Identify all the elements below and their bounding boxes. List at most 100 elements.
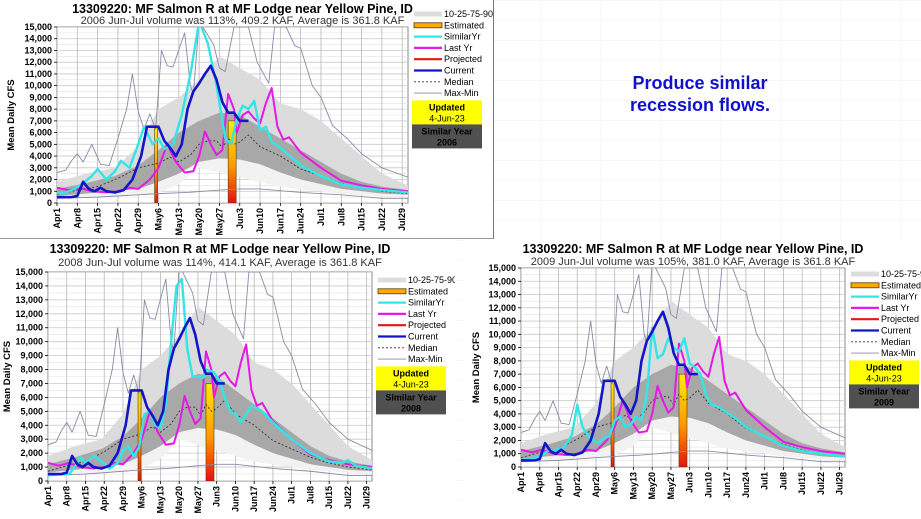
y-tick-label: 9,000: [29, 92, 52, 102]
similar-year-label: Similar Year: [385, 392, 437, 402]
series-current: [57, 64, 249, 199]
x-tick-label: Jul22: [343, 486, 353, 509]
similar-year-label: Similar Year: [421, 126, 473, 136]
x-tick-label: Apr1: [43, 486, 53, 507]
x-tick-label: Apr8: [535, 472, 545, 493]
similar-year-box: [412, 124, 482, 149]
updated-label: Updated: [429, 102, 465, 112]
updated-date: 4-Jun-23: [393, 379, 429, 389]
series-max: [521, 268, 845, 439]
x-tick-label: May20: [174, 486, 184, 514]
y-tick-label: 14,000: [488, 276, 516, 286]
x-tick-label: Jun3: [235, 208, 245, 229]
x-tick-label: Apr22: [572, 472, 582, 498]
x-tick-label: Jun3: [212, 486, 222, 507]
chart-subtitle: 2008 Jun-Jul volume was 114%, 414.1 KAF,…: [58, 257, 382, 269]
legend-label: 10-25-75-90: [408, 275, 455, 285]
y-tick-label: 3,000: [29, 163, 52, 173]
updated-date: 4-Jun-23: [866, 373, 902, 383]
x-tick-label: Apr22: [99, 486, 109, 512]
chart-2009: 13309220: MF Salmon R at MF Lodge near Y…: [471, 242, 921, 500]
y-tick-label: 11,000: [25, 69, 52, 79]
x-tick-label: Jul8: [778, 472, 788, 490]
y-tick-label: 15,000: [488, 263, 516, 273]
y-tick-label: 4,000: [29, 151, 52, 161]
legend-label: Projected: [444, 54, 482, 64]
y-tick-label: 7,000: [493, 369, 516, 379]
y-tick-label: 10,000: [488, 329, 516, 339]
updated-box: [376, 366, 446, 391]
legend-estimated-swatch: [377, 288, 407, 295]
similar-year-box: [376, 390, 446, 415]
y-tick-label: 8,000: [20, 365, 43, 375]
legend-label: Estimated: [444, 20, 484, 30]
y-tick-label: 9,000: [493, 343, 516, 353]
x-tick-label: May27: [193, 486, 203, 514]
legend-label: SimilarYr: [408, 298, 445, 308]
legend-estimated-swatch: [850, 282, 880, 289]
y-tick-label: 5,000: [20, 406, 43, 416]
similar-year-value: 2008: [401, 403, 421, 413]
band-10-25: [521, 416, 845, 462]
legend-label: Last Yr: [881, 303, 909, 313]
plot-content: [57, 27, 408, 203]
similar-year-value: 2006: [437, 137, 457, 147]
x-tick-label: Apr29: [591, 472, 601, 498]
x-tick-label: May6: [154, 208, 164, 231]
x-tick-label: Jun17: [722, 472, 732, 498]
legend-label: Median: [408, 343, 438, 353]
x-tick-label: Jul29: [362, 486, 372, 509]
plot-content: [521, 268, 845, 467]
estimated-bar: [227, 120, 237, 203]
x-tick-label: Apr8: [62, 486, 72, 507]
x-tick-label: Jul29: [397, 208, 407, 231]
x-tick-label: Jun10: [703, 472, 713, 498]
updated-box: [849, 360, 919, 385]
band-10-25: [57, 158, 408, 199]
legend-label: Projected: [408, 320, 446, 330]
y-tick-label: 15,000: [15, 267, 43, 277]
legend-label: SimilarYr: [881, 292, 918, 302]
legend-label: Last Yr: [444, 43, 472, 53]
plot-content: [48, 272, 372, 481]
y-tick-label: 3,000: [493, 422, 516, 432]
x-tick-label: Jul15: [357, 208, 367, 231]
y-tick-label: 1,000: [20, 462, 43, 472]
series-similaryr: [57, 27, 408, 195]
x-tick-label: Jun17: [249, 486, 259, 512]
y-tick-label: 15,000: [24, 22, 52, 32]
y-tick-label: 13,000: [15, 295, 43, 305]
chart-subtitle: 2009 Jun-Jul volume was 105%, 381.0 KAF,…: [531, 256, 856, 268]
legend-label: Current: [881, 326, 912, 336]
x-tick-label: Jun10: [230, 486, 240, 512]
series-min: [521, 450, 845, 463]
x-tick-label: May20: [194, 208, 204, 236]
series-last-yr: [57, 87, 408, 194]
y-tick-label: 6,000: [20, 392, 43, 402]
legend-label: Estimated: [408, 286, 448, 296]
updated-label: Updated: [866, 362, 902, 372]
y-tick-label: 2,000: [493, 435, 516, 445]
y-tick-label: 5,000: [29, 139, 52, 149]
series-max: [57, 27, 408, 178]
legend-label: Last Yr: [408, 309, 436, 319]
x-tick-label: Apr15: [93, 208, 103, 234]
y-tick-label: 1,000: [493, 449, 516, 459]
x-tick-label: Jul8: [336, 208, 346, 226]
estimated-bar: [205, 383, 215, 481]
y-tick-label: 5,000: [493, 396, 516, 406]
x-tick-label: Jul22: [377, 208, 387, 231]
x-tick-label: Jul22: [816, 472, 826, 495]
y-tick-label: 11,000: [489, 316, 516, 326]
y-tick-label: 7,000: [20, 378, 43, 388]
updated-date: 4-Jun-23: [429, 113, 465, 123]
x-tick-label: Apr29: [118, 486, 128, 512]
x-tick-label: Jul1: [316, 208, 326, 226]
x-tick-label: May6: [610, 472, 620, 495]
x-tick-label: May13: [155, 486, 165, 514]
series-min: [57, 188, 408, 199]
y-tick-label: 4,000: [20, 420, 43, 430]
y-tick-label: 8,000: [29, 104, 52, 114]
series-last-yr: [48, 343, 372, 470]
y-tick-label: 2,000: [20, 448, 43, 458]
